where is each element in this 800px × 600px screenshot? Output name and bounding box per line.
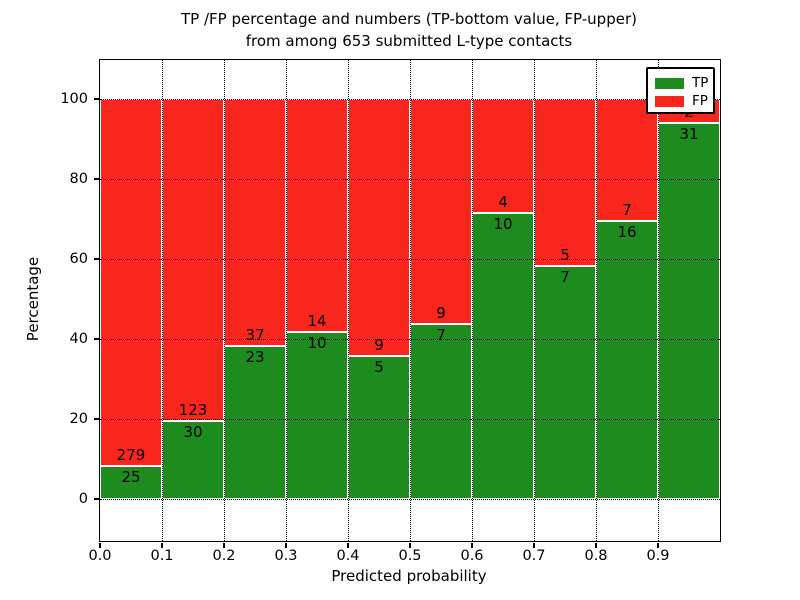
y-tick-mark: [93, 338, 99, 340]
x-tick-mark: [161, 542, 163, 548]
x-tick-label: 0.0: [88, 548, 112, 564]
fp-count-label: 14: [307, 312, 327, 331]
vertical-gridline: [348, 60, 349, 541]
tp-bar-segment: [658, 123, 720, 499]
x-axis-label: Predicted probability: [331, 567, 487, 585]
x-tick-mark: [285, 542, 287, 548]
tp-bar-segment: [472, 213, 534, 499]
x-tick-mark: [223, 542, 225, 548]
y-tick-mark: [93, 98, 99, 100]
chart-title: TP /FP percentage and numbers (TP-bottom…: [99, 8, 719, 52]
x-tick-label: 0.3: [274, 548, 298, 564]
fp-bar-segment: [224, 99, 286, 346]
vertical-gridline: [410, 60, 411, 541]
y-tick-label: 40: [69, 331, 88, 347]
chart-title-line1: TP /FP percentage and numbers (TP-bottom…: [181, 10, 637, 28]
tp-count-label: 30: [183, 422, 203, 441]
x-tick-label: 0.5: [398, 548, 422, 564]
tp-bar-segment: [162, 420, 224, 499]
fp-bar-segment: [410, 99, 472, 324]
x-tick-label: 0.8: [584, 548, 608, 564]
x-tick-mark: [99, 542, 101, 548]
vertical-gridline: [472, 60, 473, 541]
tp-count-label: 23: [245, 347, 265, 366]
legend: TP FP: [646, 67, 715, 114]
vertical-gridline: [534, 60, 535, 541]
tp-bar-segment: [286, 332, 348, 499]
y-tick-label: 20: [69, 411, 88, 427]
x-tick-label: 0.1: [150, 548, 174, 564]
tp-count-label: 10: [307, 334, 327, 353]
x-tick-label: 0.9: [646, 548, 670, 564]
tp-count-label: 7: [560, 267, 570, 286]
fp-count-label: 4: [498, 193, 508, 212]
y-tick-label: 80: [69, 171, 88, 187]
fp-count-label: 37: [245, 325, 265, 344]
y-tick-mark: [93, 258, 99, 260]
tp-count-label: 10: [493, 215, 513, 234]
tp-count-label: 7: [436, 326, 446, 344]
tp-bar-segment: [100, 466, 162, 499]
legend-item-tp: TP: [655, 74, 709, 92]
fp-legend-label: FP: [692, 93, 708, 109]
vertical-gridline: [286, 60, 287, 541]
tp-count-label: 16: [617, 222, 637, 241]
x-tick-label: 0.7: [522, 548, 546, 564]
tp-legend-swatch: [655, 77, 684, 89]
y-tick-label: 60: [69, 251, 88, 267]
legend-item-fp: FP: [655, 92, 708, 110]
chart-title-line2: from among 653 submitted L-type contacts: [245, 32, 573, 50]
fp-count-label: 7: [622, 200, 632, 219]
vertical-gridline: [162, 60, 163, 541]
fp-count-label: 5: [560, 245, 570, 264]
x-tick-mark: [347, 542, 349, 548]
vertical-gridline: [658, 60, 659, 541]
vertical-gridline: [224, 60, 225, 541]
tp-count-label: 5: [374, 358, 384, 377]
x-tick-label: 0.6: [460, 548, 484, 564]
x-tick-mark: [595, 542, 597, 548]
y-tick-mark: [93, 498, 99, 500]
fp-bar-segment: [348, 99, 410, 357]
fp-bar-segment: [472, 99, 534, 214]
fp-count-label: 9: [374, 336, 384, 355]
fp-bar-segment: [286, 99, 348, 333]
fp-bar-segment: [100, 99, 162, 467]
x-tick-mark: [533, 542, 535, 548]
fp-count-label: 279: [116, 446, 146, 465]
fp-legend-swatch: [655, 95, 684, 107]
x-tick-label: 0.2: [212, 548, 236, 564]
fp-count-label: 123: [178, 400, 208, 419]
y-tick-mark: [93, 178, 99, 180]
tp-legend-label: TP: [692, 75, 709, 91]
y-tick-label: 0: [78, 491, 88, 507]
x-tick-mark: [657, 542, 659, 548]
y-axis-label: Percentage: [24, 256, 42, 342]
tp-count-label: 31: [679, 125, 699, 144]
fp-count-label: 9: [436, 304, 446, 322]
fp-bar-segment: [534, 99, 596, 266]
tp-bar-segment: [410, 324, 472, 499]
y-tick-mark: [93, 418, 99, 420]
vertical-gridline: [596, 60, 597, 541]
y-tick-label: 100: [60, 91, 88, 107]
tp-bar-segment: [224, 345, 286, 499]
tp-bar-segment: [348, 356, 410, 499]
x-tick-mark: [471, 542, 473, 548]
tp-bar-segment: [534, 265, 596, 499]
x-tick-label: 0.4: [336, 548, 360, 564]
tp-bar-segment: [596, 220, 658, 499]
x-tick-mark: [409, 542, 411, 548]
plot-area: TP FP 2792512330372314109597410577162310…: [60, 59, 721, 564]
tp-count-label: 25: [121, 468, 141, 487]
